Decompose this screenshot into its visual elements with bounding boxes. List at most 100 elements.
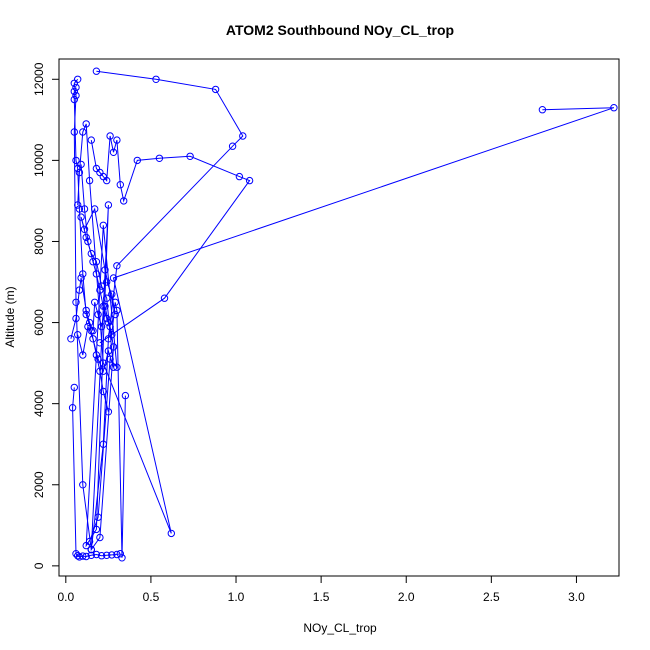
y-tick-label: 6000 [32,309,46,336]
data-point [120,197,128,205]
data-point [109,274,118,282]
y-tick-label: 8000 [32,228,46,255]
x-tick-label: 0.5 [143,590,160,604]
plot-area [67,67,618,562]
data-point [245,176,254,185]
data-point [133,156,142,165]
data-point [79,270,87,278]
data-point [152,75,160,84]
data-point [113,550,121,559]
data-point [92,270,101,278]
data-point [96,533,104,542]
data-point [77,213,85,221]
data-point [108,290,116,298]
data-point [92,550,101,559]
y-axis-label: Altitude (m) [3,286,17,347]
data-point [75,205,84,213]
data-point [116,181,125,189]
data-point [109,343,118,351]
data-point [118,554,126,562]
data-point [82,306,90,315]
data-point [89,335,97,343]
data-point [72,314,80,323]
data-point [79,351,87,359]
data-point [82,120,90,128]
data-point [72,156,80,165]
data-point [72,91,80,100]
data-point [109,363,118,371]
data-point [85,318,94,327]
data-point [538,106,547,114]
data-point [99,387,108,396]
data-point [94,513,102,521]
data-point [103,314,111,323]
series-line [72,387,121,558]
data-point [74,552,82,560]
data-point [74,75,82,84]
data-point [99,367,108,375]
y-tick-label: 10000 [32,143,46,177]
data-point [97,322,106,331]
data-point [155,154,164,163]
data-point [104,201,113,209]
data-point [87,249,96,258]
data-point [87,545,96,554]
data-point [70,95,79,104]
data-point [101,266,109,274]
data-point [113,262,121,270]
data-point [104,347,113,355]
data-point [103,294,111,302]
data-point [85,176,94,185]
data-point [79,481,87,489]
y-axis: 0 2000 4000 6000 8000 10000 12000 [32,62,59,569]
x-tick-label: 3.0 [568,590,585,604]
data-point [109,148,118,157]
data-point [68,404,77,412]
data-point [87,136,96,144]
plot-frame [58,58,620,577]
data-point [610,104,618,112]
data-point [228,142,237,150]
x-axis: 0.0 0.5 1.0 1.5 2.0 2.5 3.0 [57,576,585,604]
data-point [113,306,121,315]
data-point [99,302,108,310]
x-tick-label: 2.0 [398,590,415,604]
data-point [70,87,79,96]
data-point [72,83,80,92]
data-point [121,391,130,400]
data-point [106,132,114,140]
data-point [75,286,84,294]
x-tick-label: 0.0 [57,590,74,604]
data-point [77,160,85,169]
data-point [74,331,82,339]
data-point [70,128,79,136]
data-point [91,298,99,306]
data-point [92,525,101,534]
data-point [67,335,75,343]
data-point [235,172,244,181]
y-tick-label: 12000 [32,62,46,96]
data-point [113,136,121,144]
y-tick-label: 0 [32,562,46,569]
data-point [103,278,111,286]
x-axis-label: NOy_CL_trop [303,621,377,635]
data-point [79,552,87,560]
data-point [167,529,176,538]
data-point [92,67,101,75]
data-point [160,294,169,302]
data-point [108,551,116,559]
data-point [103,176,111,185]
data-point [92,258,101,266]
data-point [77,274,85,282]
data-point [94,355,102,363]
data-point [103,551,111,559]
x-tick-label: 1.5 [313,590,330,604]
data-point [186,152,194,161]
y-tick-label: 4000 [32,390,46,417]
data-point [91,205,99,213]
data-point [72,298,80,306]
data-point [82,233,90,242]
data-point [80,225,89,234]
data-point [75,168,84,177]
